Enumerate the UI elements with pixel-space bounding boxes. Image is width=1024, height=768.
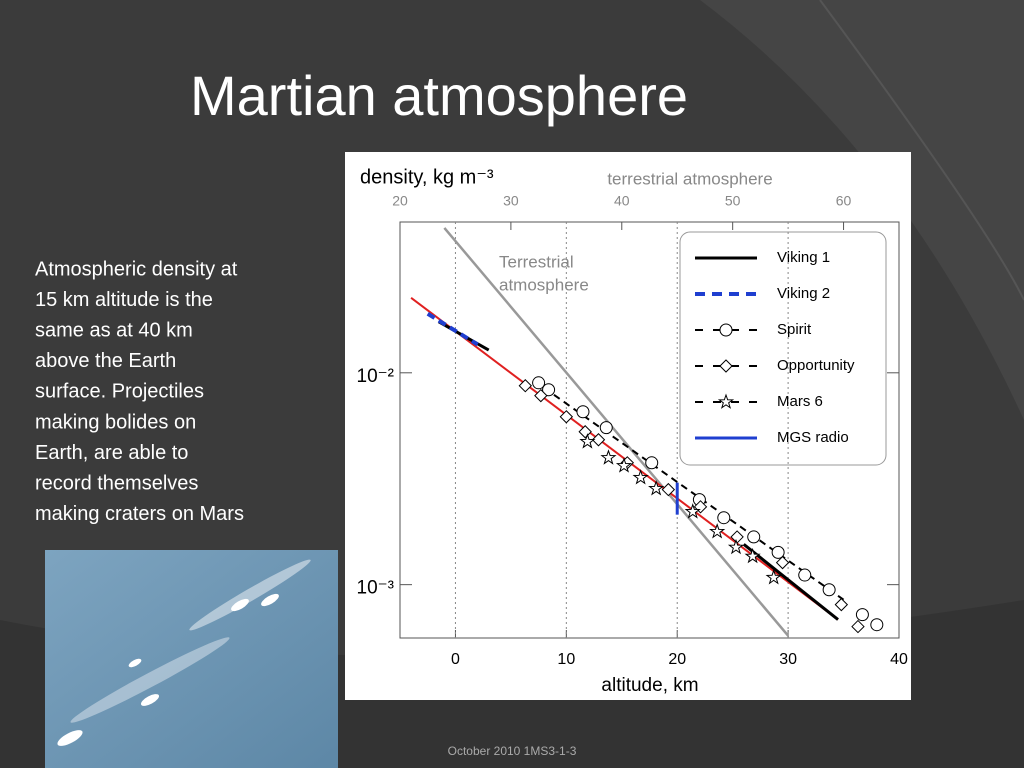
marker <box>717 393 735 409</box>
streak <box>261 593 279 607</box>
marker <box>855 608 869 622</box>
terrestrial-line <box>443 227 790 637</box>
footer: October 2010 1MS3-1-3 <box>448 744 577 758</box>
marker <box>719 323 733 337</box>
decor <box>700 0 1024 420</box>
marker <box>661 482 676 497</box>
marker <box>559 410 574 424</box>
x-tick-label: 0 <box>451 651 460 668</box>
legend-label: Spirit <box>777 321 812 338</box>
body-line: 15 km altitude is the <box>35 289 213 311</box>
body-line: Earth, are able to <box>35 442 188 464</box>
marker <box>615 457 633 473</box>
x2-axis-title: terrestrial atmosphere <box>607 169 772 188</box>
marker <box>542 383 556 397</box>
body-line: making craters on Mars <box>35 503 244 525</box>
marker <box>851 619 865 634</box>
y-tick-label: 10⁻² <box>357 366 395 387</box>
streak <box>189 559 311 631</box>
marker <box>775 555 790 570</box>
marker <box>771 545 785 559</box>
series-line <box>426 312 479 347</box>
fit-line <box>410 296 839 621</box>
marker <box>632 469 649 485</box>
marker <box>727 538 745 555</box>
marker <box>600 449 617 465</box>
marker <box>576 405 590 419</box>
streak <box>140 694 160 706</box>
slide-title: Martian atmosphere <box>190 64 688 127</box>
body-line: making bolides on <box>35 411 196 433</box>
photo <box>45 550 338 768</box>
marker <box>532 376 546 390</box>
marker <box>719 359 733 373</box>
x2-tick-label: 20 <box>392 193 408 209</box>
marker <box>834 597 849 612</box>
legend-label: Mars 6 <box>777 393 823 410</box>
legend-box <box>679 231 887 466</box>
decor <box>819 0 1024 301</box>
body-text: Atmospheric density at 15 km altitude is … <box>35 258 244 525</box>
marker <box>579 433 596 449</box>
body-line: above the Earth <box>35 350 176 372</box>
body-line: surface. Projectiles <box>35 381 204 403</box>
streak <box>70 637 230 723</box>
marker <box>518 379 533 393</box>
legend-label: MGS radio <box>777 429 849 446</box>
streak <box>57 730 83 746</box>
streak <box>128 658 142 668</box>
marker <box>648 480 665 496</box>
x-tick-label: 30 <box>779 651 797 668</box>
plot-frame <box>399 221 900 639</box>
x2-tick-label: 30 <box>503 193 519 209</box>
x-tick-label: 10 <box>557 651 575 668</box>
y-tick-label: 10⁻³ <box>357 578 395 599</box>
marker <box>684 503 701 519</box>
marker <box>822 583 836 597</box>
marker <box>717 511 731 525</box>
x-tick-label: 40 <box>890 651 908 668</box>
marker <box>870 618 884 632</box>
marker <box>591 433 606 447</box>
x-axis-title: altitude, km <box>601 675 698 696</box>
y-axis-title: density, kg m⁻³ <box>360 166 494 188</box>
marker <box>709 523 726 539</box>
x-tick-label: 20 <box>668 651 686 668</box>
marker <box>578 425 592 439</box>
body-line: record themselves <box>35 472 198 494</box>
body-line: same as at 40 km <box>35 319 193 341</box>
x2-tick-label: 40 <box>614 193 630 209</box>
marker <box>744 547 761 564</box>
trend-line <box>543 387 845 601</box>
marker <box>534 388 548 403</box>
x2-tick-label: 50 <box>725 193 741 209</box>
legend-label: Viking 1 <box>777 249 830 266</box>
marker <box>798 568 812 582</box>
marker <box>765 569 782 585</box>
annotation: atmosphere <box>499 275 589 294</box>
streak <box>231 598 249 612</box>
legend-label: Viking 2 <box>777 285 830 302</box>
marker <box>599 421 613 435</box>
x2-tick-label: 60 <box>836 193 852 209</box>
body-line: Atmospheric density at <box>35 258 238 280</box>
annotation: Terrestrial <box>499 252 574 271</box>
marker <box>645 456 659 470</box>
legend-label: Opportunity <box>777 357 855 374</box>
marker <box>747 530 761 544</box>
